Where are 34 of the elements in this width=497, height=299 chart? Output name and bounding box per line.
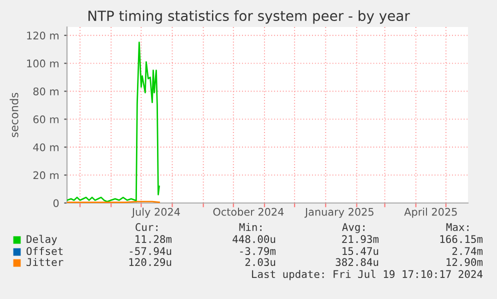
chart-title: NTP timing statistics for system peer - by year [88, 10, 410, 24]
legend-label: Offset [26, 246, 63, 256]
text: 2.74m [452, 247, 483, 255]
x-tick-label: April 2025 [404, 208, 457, 218]
y-tick-label: 80 m [33, 87, 58, 96]
legend-label: Jitter [26, 258, 64, 266]
text: Avg: [342, 223, 364, 234]
y-tick-label: 40 m [33, 143, 58, 152]
text: Min: [239, 222, 262, 231]
text: 166.15m [440, 235, 483, 244]
y-tick-label: 120 m [27, 32, 58, 40]
text: 120.29u [129, 258, 172, 266]
text: Cur: [136, 223, 158, 232]
text: 2.03u [245, 258, 276, 266]
text: -3.79m [240, 247, 276, 256]
text: 12.90m [446, 258, 483, 266]
y-tick-label: 20 m [33, 171, 58, 180]
text: Max: [446, 223, 468, 232]
text: 382.84u [336, 258, 378, 266]
x-tick-label: October 2024 [213, 208, 284, 216]
text: 15.47u [342, 247, 378, 256]
line-series [67, 42, 160, 202]
text: 21.93m [342, 235, 379, 244]
y-tick-label: 60 m [33, 115, 58, 124]
text: 11.28m [136, 235, 172, 244]
text: -57.94u [130, 247, 172, 256]
y-axis-title: seconds [10, 92, 18, 138]
y-tick-label: 100 m [27, 60, 58, 68]
x-tick-label: January 2025 [304, 208, 374, 218]
legend-label: Delay [26, 234, 57, 246]
text: 448.00u [232, 235, 276, 244]
y-tick-label: 0 [53, 199, 59, 208]
text: Last update: Fri Jul 19 17:10:17 2024 [252, 270, 483, 280]
x-tick-label: July 2024 [131, 208, 180, 218]
